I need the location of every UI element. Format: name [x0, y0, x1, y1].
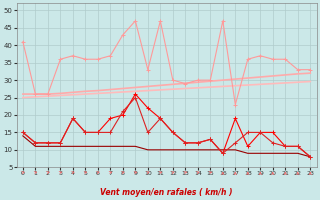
X-axis label: Vent moyen/en rafales ( km/h ): Vent moyen/en rafales ( km/h ) [100, 188, 233, 197]
